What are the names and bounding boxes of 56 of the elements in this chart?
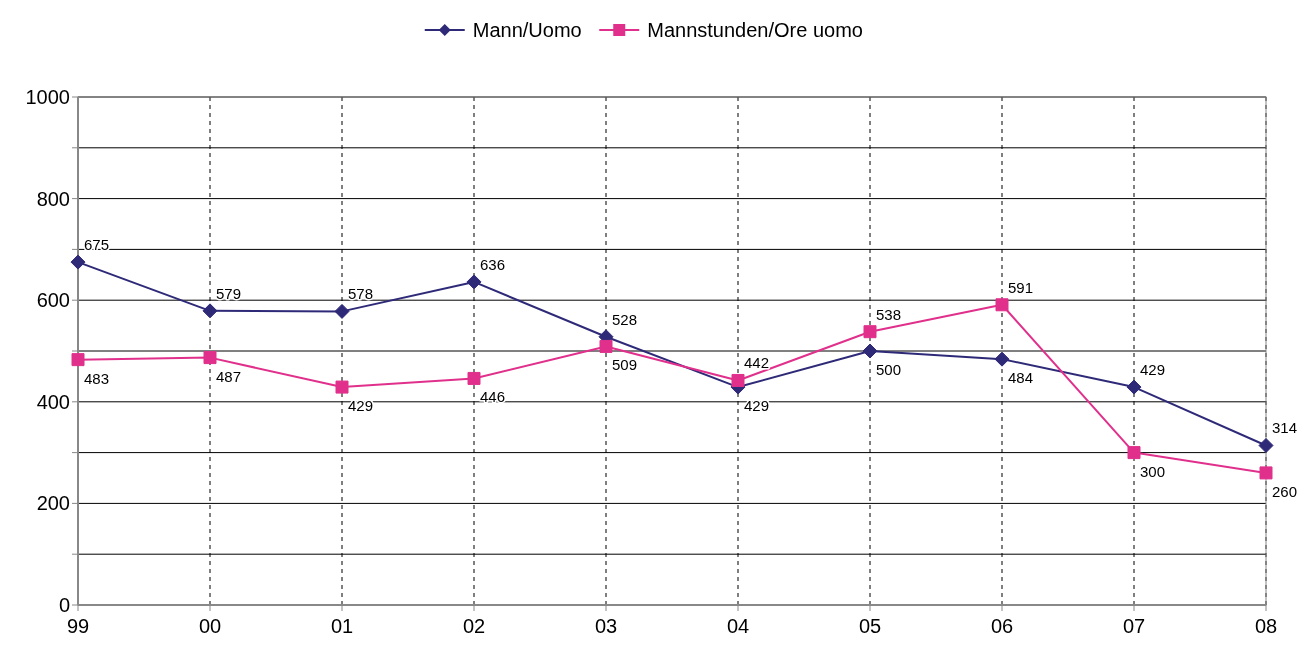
- legend-label: Mannstunden/Ore uomo: [647, 19, 863, 41]
- y-tick-label: 600: [36, 289, 70, 312]
- legend-label: Mann/Uomo: [472, 19, 582, 41]
- point: [863, 325, 877, 339]
- point: [335, 380, 349, 394]
- data-label: 675: [84, 236, 110, 254]
- data-label: 509: [612, 356, 638, 374]
- data-label: 579: [216, 284, 242, 302]
- x-tick-label: 05: [858, 615, 882, 637]
- point: [1126, 379, 1142, 395]
- data-label: 528: [612, 310, 638, 328]
- point: [1258, 437, 1274, 453]
- point: [334, 303, 350, 319]
- x-tick-label: 99: [66, 615, 90, 637]
- point: [862, 343, 878, 359]
- data-label: 484: [1008, 369, 1034, 387]
- data-label: 500: [876, 361, 902, 378]
- point: [203, 351, 217, 365]
- data-label: 446: [480, 388, 506, 406]
- point: [467, 371, 481, 385]
- x-tick-label: 08: [1254, 615, 1278, 637]
- data-label: 578: [348, 285, 374, 303]
- data-label: 300: [1140, 462, 1166, 480]
- point: [71, 353, 85, 367]
- data-label: 314: [1272, 419, 1298, 437]
- x-tick-label: 07: [1122, 615, 1146, 637]
- y-tick-label: 0: [58, 594, 70, 616]
- data-label: 429: [744, 397, 770, 415]
- point: [70, 254, 86, 270]
- x-tick-label: 02: [462, 615, 486, 637]
- data-label: 538: [876, 305, 902, 323]
- point: [1127, 446, 1141, 460]
- x-tick-label: 01: [330, 615, 354, 637]
- data-label: 429: [1140, 361, 1166, 379]
- y-tick-label: 400: [36, 390, 70, 413]
- y-tick-label: 800: [36, 187, 70, 210]
- data-label: 429: [348, 397, 374, 415]
- point: [731, 373, 745, 387]
- x-tick-label: 03: [594, 615, 618, 637]
- point: [1259, 466, 1273, 480]
- data-label: 591: [1008, 278, 1034, 296]
- data-label: 636: [480, 255, 506, 273]
- point: [202, 303, 218, 319]
- point: [995, 298, 1009, 312]
- x-tick-label: 00: [198, 615, 222, 637]
- point: [466, 274, 482, 290]
- point: [994, 351, 1010, 367]
- y-tick-label: 1000: [25, 86, 70, 108]
- x-tick-label: 06: [990, 615, 1014, 637]
- point: [599, 339, 613, 353]
- data-label: 260: [1272, 482, 1298, 500]
- data-label: 487: [216, 367, 242, 385]
- data-label: 442: [744, 354, 770, 372]
- y-tick-label: 200: [36, 492, 70, 515]
- x-tick-label: 04: [726, 615, 750, 637]
- data-label: 483: [84, 369, 110, 387]
